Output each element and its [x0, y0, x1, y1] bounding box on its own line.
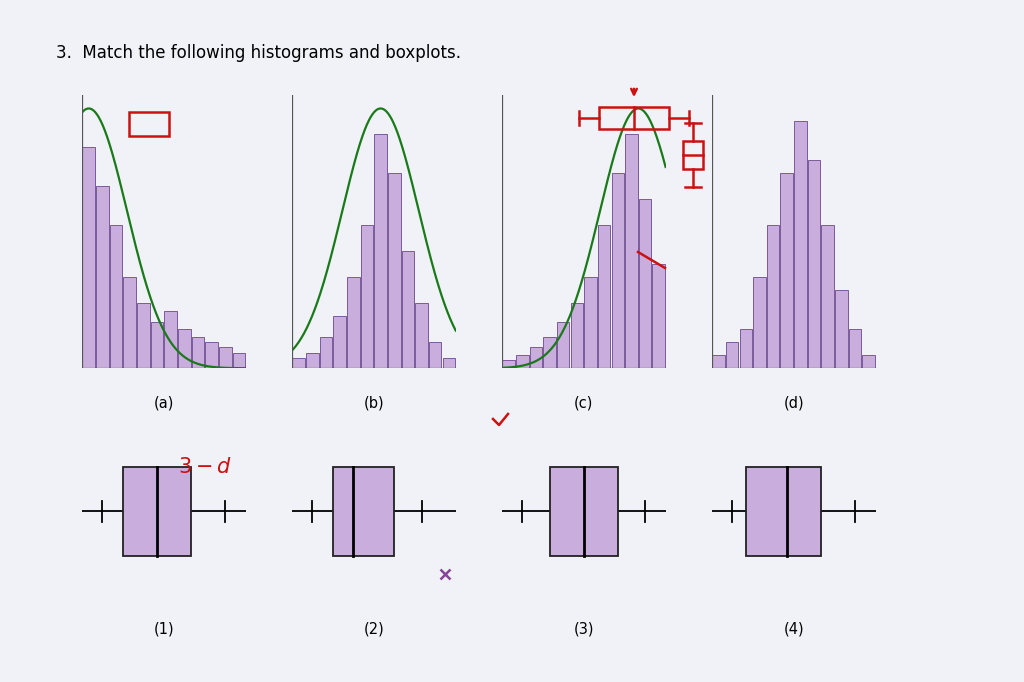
- Bar: [178, 329, 190, 368]
- Text: (a): (a): [154, 396, 174, 411]
- Bar: [516, 355, 528, 368]
- Text: (3): (3): [573, 621, 594, 636]
- Bar: [529, 348, 542, 368]
- Bar: [151, 321, 163, 368]
- Bar: [129, 112, 169, 136]
- Bar: [232, 353, 245, 368]
- Text: (d): (d): [783, 396, 804, 411]
- Bar: [808, 160, 820, 368]
- Bar: [429, 342, 441, 368]
- Bar: [360, 225, 373, 368]
- Bar: [557, 321, 569, 368]
- Bar: [585, 278, 597, 368]
- Bar: [821, 225, 834, 368]
- Bar: [611, 173, 624, 368]
- Bar: [599, 107, 669, 129]
- Bar: [334, 316, 346, 368]
- Bar: [416, 303, 428, 368]
- Bar: [767, 225, 779, 368]
- Bar: [110, 225, 122, 368]
- Bar: [639, 199, 651, 368]
- Bar: [598, 225, 610, 368]
- Text: $3-d$: $3-d$: [178, 457, 232, 477]
- Bar: [137, 303, 150, 368]
- Text: (1): (1): [154, 621, 174, 636]
- Bar: [795, 121, 807, 368]
- Bar: [165, 311, 177, 368]
- Text: (4): (4): [783, 621, 804, 636]
- Bar: [836, 291, 848, 368]
- Bar: [503, 361, 515, 368]
- Text: (c): (c): [574, 396, 593, 411]
- Text: (b): (b): [364, 396, 384, 411]
- Bar: [219, 348, 231, 368]
- Bar: [754, 278, 766, 368]
- Bar: [862, 355, 874, 368]
- Bar: [83, 147, 95, 368]
- Bar: [626, 134, 638, 368]
- Bar: [544, 337, 556, 368]
- Text: 3.  Match the following histograms and boxplots.: 3. Match the following histograms and bo…: [56, 44, 462, 62]
- Bar: [401, 252, 414, 368]
- Bar: [713, 355, 725, 368]
- Bar: [319, 337, 332, 368]
- Text: (2): (2): [364, 621, 384, 636]
- Bar: [375, 134, 387, 368]
- Bar: [191, 337, 204, 368]
- Bar: [442, 358, 455, 368]
- Bar: [683, 141, 703, 169]
- Bar: [570, 303, 583, 368]
- Bar: [293, 358, 305, 368]
- Bar: [124, 278, 136, 368]
- Bar: [652, 265, 665, 368]
- Bar: [96, 186, 109, 368]
- Bar: [780, 173, 793, 368]
- Bar: [306, 353, 318, 368]
- Bar: [739, 329, 752, 368]
- Bar: [206, 342, 218, 368]
- Bar: [726, 342, 738, 368]
- Bar: [849, 329, 861, 368]
- Bar: [388, 173, 400, 368]
- Bar: [347, 278, 359, 368]
